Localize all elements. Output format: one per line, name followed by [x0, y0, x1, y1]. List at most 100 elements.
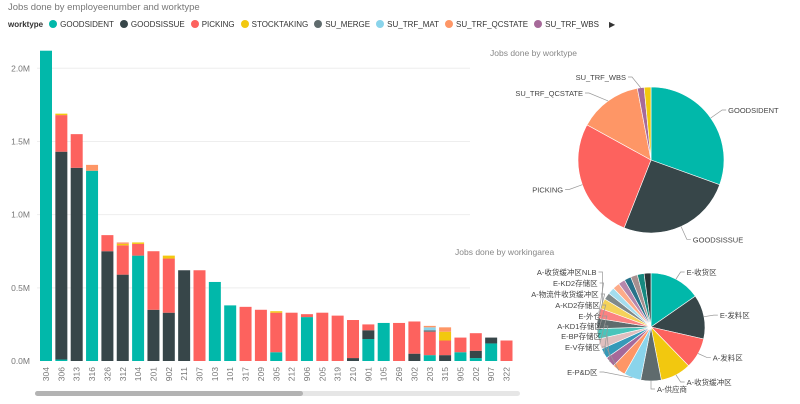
bar-segment[interactable]: [55, 359, 68, 361]
pie-slice-label: E-P&D区: [567, 368, 598, 377]
bar-segment[interactable]: [55, 151, 68, 360]
legend-item[interactable]: GOODSISSUE: [119, 20, 185, 29]
pie-slice-label: E-BP存储区: [561, 331, 602, 341]
bar-segment[interactable]: [423, 330, 436, 332]
bar-segment[interactable]: [423, 355, 436, 361]
bar-segment[interactable]: [86, 170, 99, 361]
bar-segment[interactable]: [485, 337, 498, 344]
bar-segment[interactable]: [439, 355, 452, 361]
pie-slice[interactable]: [650, 86, 725, 186]
bar-segment[interactable]: [70, 134, 83, 168]
x-tick-label: 319: [333, 367, 343, 381]
bar-segment[interactable]: [454, 352, 467, 361]
pie-slice[interactable]: [586, 87, 652, 161]
bar-segment[interactable]: [408, 321, 421, 354]
bar-segment[interactable]: [116, 245, 129, 275]
legend-dot-icon: [444, 20, 453, 28]
bar-segment[interactable]: [423, 325, 436, 328]
bar-segment[interactable]: [116, 243, 129, 246]
bar-segment[interactable]: [362, 339, 375, 361]
bar-segment[interactable]: [347, 358, 359, 361]
bar-segment[interactable]: [347, 320, 359, 359]
bar-segment[interactable]: [132, 242, 145, 244]
bar-segment[interactable]: [377, 322, 390, 361]
pie-slice[interactable]: [643, 86, 652, 161]
bar-segment[interactable]: [101, 251, 114, 361]
legend-item[interactable]: SU_TRF_WBS: [534, 20, 599, 29]
legend-items: GOODSIDENT GOODSISSUE PICKING STOCKTAKING SU…: [49, 20, 605, 29]
bar-segment[interactable]: [285, 312, 298, 361]
bar-segment[interactable]: [439, 331, 452, 341]
bar-segment[interactable]: [423, 331, 436, 356]
bar-segment[interactable]: [316, 312, 329, 361]
x-tick-label: 902: [164, 367, 174, 381]
bar-segment[interactable]: [331, 315, 344, 361]
bar-segment[interactable]: [147, 309, 160, 361]
bar-segment[interactable]: [101, 235, 114, 252]
x-tick-label: 901: [363, 367, 373, 381]
bar-segment[interactable]: [162, 258, 175, 313]
pie-slice[interactable]: [577, 124, 652, 229]
bar-segment[interactable]: [86, 164, 99, 171]
bar-segment[interactable]: [408, 353, 421, 361]
bar-segment[interactable]: [270, 352, 283, 361]
bar-segment[interactable]: [393, 322, 406, 361]
bar-segment[interactable]: [270, 311, 283, 313]
legend-item[interactable]: SU_MERGE: [314, 20, 370, 29]
bar-segment[interactable]: [362, 324, 375, 331]
bar-segment[interactable]: [485, 343, 498, 361]
bar-segment[interactable]: [270, 312, 283, 353]
bar-segment[interactable]: [439, 327, 452, 332]
legend-item[interactable]: SU_TRF_MAT: [376, 20, 439, 29]
legend-item-label: STOCKTAKING: [251, 19, 309, 29]
bar-segment[interactable]: [423, 327, 436, 331]
bar-marks: [40, 50, 513, 361]
horizontal-scrollbar-thumb[interactable]: [35, 391, 303, 396]
legend-item-label: GOODSIDENT: [60, 19, 114, 29]
bar-segment[interactable]: [116, 274, 129, 361]
bar-segment[interactable]: [362, 330, 375, 340]
pie-slice-label: GOODSIDENT: [728, 106, 779, 115]
bar-segment[interactable]: [469, 358, 482, 361]
bar-segment[interactable]: [454, 337, 467, 353]
bar-segment[interactable]: [55, 115, 68, 152]
bar-segment[interactable]: [300, 317, 313, 361]
bar-segment[interactable]: [132, 243, 145, 256]
bar-segment[interactable]: [116, 242, 129, 244]
bar-segment[interactable]: [469, 333, 482, 351]
bar-segment[interactable]: [162, 255, 175, 259]
y-tick-label: 1.0M: [11, 210, 30, 220]
legend-item[interactable]: PICKING: [190, 19, 235, 29]
bar-segment[interactable]: [208, 281, 221, 361]
bar-segment[interactable]: [178, 270, 191, 361]
x-tick-label: 907: [486, 367, 496, 381]
bar-segment[interactable]: [469, 350, 482, 359]
bar-segment[interactable]: [40, 50, 52, 361]
x-tick-label: 210: [348, 367, 358, 381]
bar-segment[interactable]: [193, 270, 206, 361]
bar-segment[interactable]: [439, 340, 452, 356]
bar-segment[interactable]: [500, 340, 513, 361]
leader-line: [628, 76, 641, 88]
bar-segment[interactable]: [132, 255, 145, 361]
legend-item-label: PICKING: [201, 19, 235, 29]
legend-item[interactable]: GOODSIDENT: [49, 20, 114, 29]
bar-segment[interactable]: [239, 306, 252, 361]
legend-item[interactable]: SU_TRF_QCSTATE: [444, 20, 528, 29]
pie-slice[interactable]: [650, 272, 696, 328]
x-tick-label: 105: [379, 367, 389, 381]
triangle-right-icon[interactable]: ▶: [608, 19, 616, 29]
bar-segment[interactable]: [254, 309, 267, 361]
bar-segment[interactable]: [147, 251, 160, 310]
bar-segment[interactable]: [224, 305, 237, 361]
legend-item[interactable]: STOCKTAKING: [240, 19, 309, 29]
x-tick-label: 203: [425, 367, 435, 381]
bar-segment[interactable]: [300, 314, 313, 318]
pie-slice[interactable]: [643, 272, 652, 328]
pie-slice[interactable]: [623, 159, 721, 234]
bar-segment[interactable]: [70, 167, 83, 361]
bar-segment[interactable]: [162, 312, 175, 361]
x-tick-label: 313: [72, 367, 82, 381]
bar-segment[interactable]: [55, 113, 68, 116]
